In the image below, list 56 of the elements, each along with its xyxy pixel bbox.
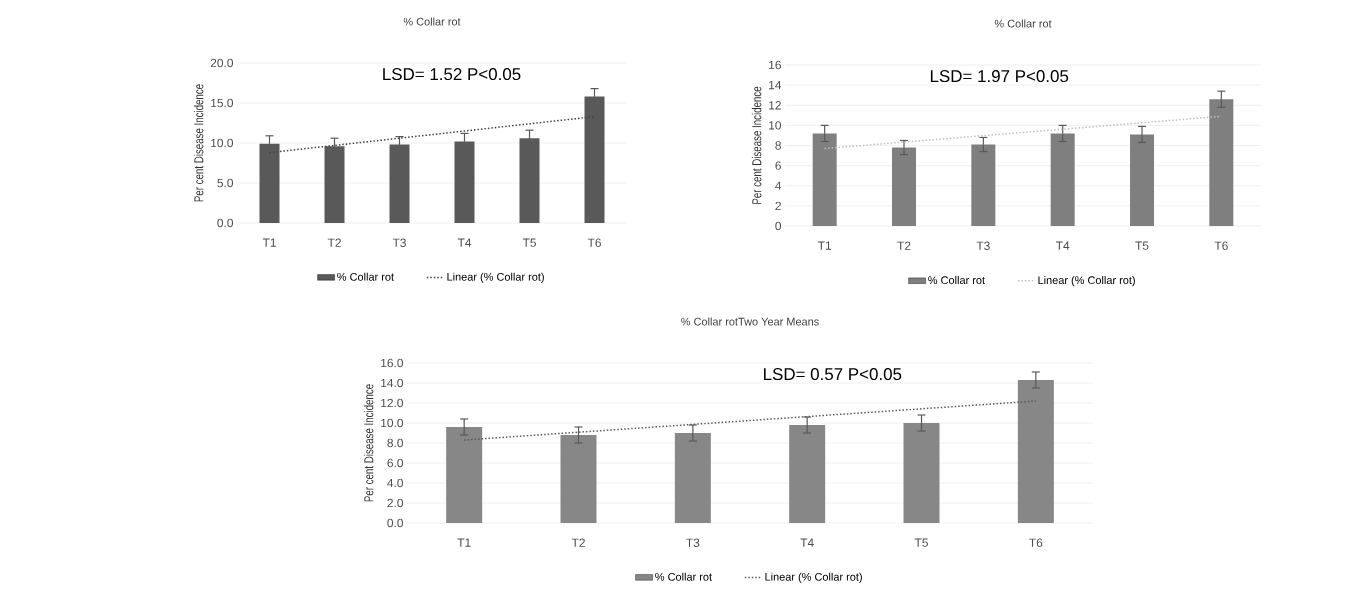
x-tick-label: T1 xyxy=(262,238,276,247)
x-tick-label: T3 xyxy=(392,238,406,247)
legend-label: Linear (% Collar rot) xyxy=(447,272,544,283)
x-tick-label: T6 xyxy=(1029,538,1043,547)
y-tick-label: 0 xyxy=(775,221,782,231)
x-tick-label: T2 xyxy=(897,241,911,250)
y-tick-label: 16.0 xyxy=(381,358,404,368)
legend-label: Linear (% Collar rot) xyxy=(765,572,862,583)
y-tick-label: 8 xyxy=(775,141,781,150)
y-tick-label: 15.0 xyxy=(211,98,234,108)
y-tick-label: 4 xyxy=(775,181,782,190)
x-tick-label: T4 xyxy=(1055,241,1070,250)
x-tick-label: T5 xyxy=(522,238,536,247)
y-tick-label: 4.0 xyxy=(387,478,404,488)
annotation: LSD= 1.97 P<0.05 xyxy=(930,70,1069,83)
y-axis-title: Per cent Disease Incidence xyxy=(363,384,374,502)
y-tick-label: 5.0 xyxy=(217,178,234,188)
x-tick-label: T4 xyxy=(457,238,472,247)
y-tick-label: 6 xyxy=(775,161,781,170)
legend-label: Linear (% Collar rot) xyxy=(1038,276,1135,287)
x-tick-label: T3 xyxy=(976,241,990,250)
y-tick-label: 2 xyxy=(775,201,781,211)
x-tick-label: T5 xyxy=(1135,241,1149,250)
y-axis-title: Per cent Disease Incidence xyxy=(193,84,204,202)
legend-label: % Collar rot xyxy=(928,276,985,285)
annotation: LSD= 1.52 P<0.05 xyxy=(383,68,521,81)
y-tick-label: 12.0 xyxy=(381,398,404,408)
x-tick-label: T3 xyxy=(686,538,700,547)
y-tick-label: 14 xyxy=(769,81,782,90)
y-tick-label: 6.0 xyxy=(387,458,404,468)
y-tick-label: 10 xyxy=(769,121,782,130)
y-axis-title: Per cent Disease Incidence xyxy=(751,86,762,204)
x-tick-label: T2 xyxy=(571,538,585,547)
y-tick-label: 0.0 xyxy=(387,518,404,528)
y-tick-label: 20.0 xyxy=(210,58,234,68)
y-tick-label: 0.0 xyxy=(217,218,234,228)
annotation: LSD= 0.57 P<0.05 xyxy=(764,368,902,381)
x-tick-label: T1 xyxy=(817,241,832,250)
y-tick-label: 16 xyxy=(769,60,781,70)
legend-label: % Collar rot xyxy=(655,572,712,581)
chart-title: % Collar rot xyxy=(994,19,1052,28)
x-tick-label: T6 xyxy=(587,238,601,247)
y-tick-label: 10.0 xyxy=(211,138,234,148)
y-tick-label: 12 xyxy=(769,101,781,110)
y-tick-label: 14.0 xyxy=(381,378,404,388)
x-tick-label: T5 xyxy=(914,538,928,547)
x-tick-label: T4 xyxy=(800,538,814,547)
x-tick-label: T2 xyxy=(327,238,341,247)
chart-title: % Collar rotTwo Year Means xyxy=(681,317,819,326)
x-tick-label: T6 xyxy=(1214,241,1228,250)
legend-label: % Collar rot xyxy=(337,272,394,281)
x-tick-label: T1 xyxy=(457,538,471,547)
chart-title: % Collar rot xyxy=(403,17,461,26)
y-tick-label: 2.0 xyxy=(387,498,404,508)
y-tick-label: 8.0 xyxy=(387,438,404,448)
y-tick-label: 10.0 xyxy=(381,418,404,428)
